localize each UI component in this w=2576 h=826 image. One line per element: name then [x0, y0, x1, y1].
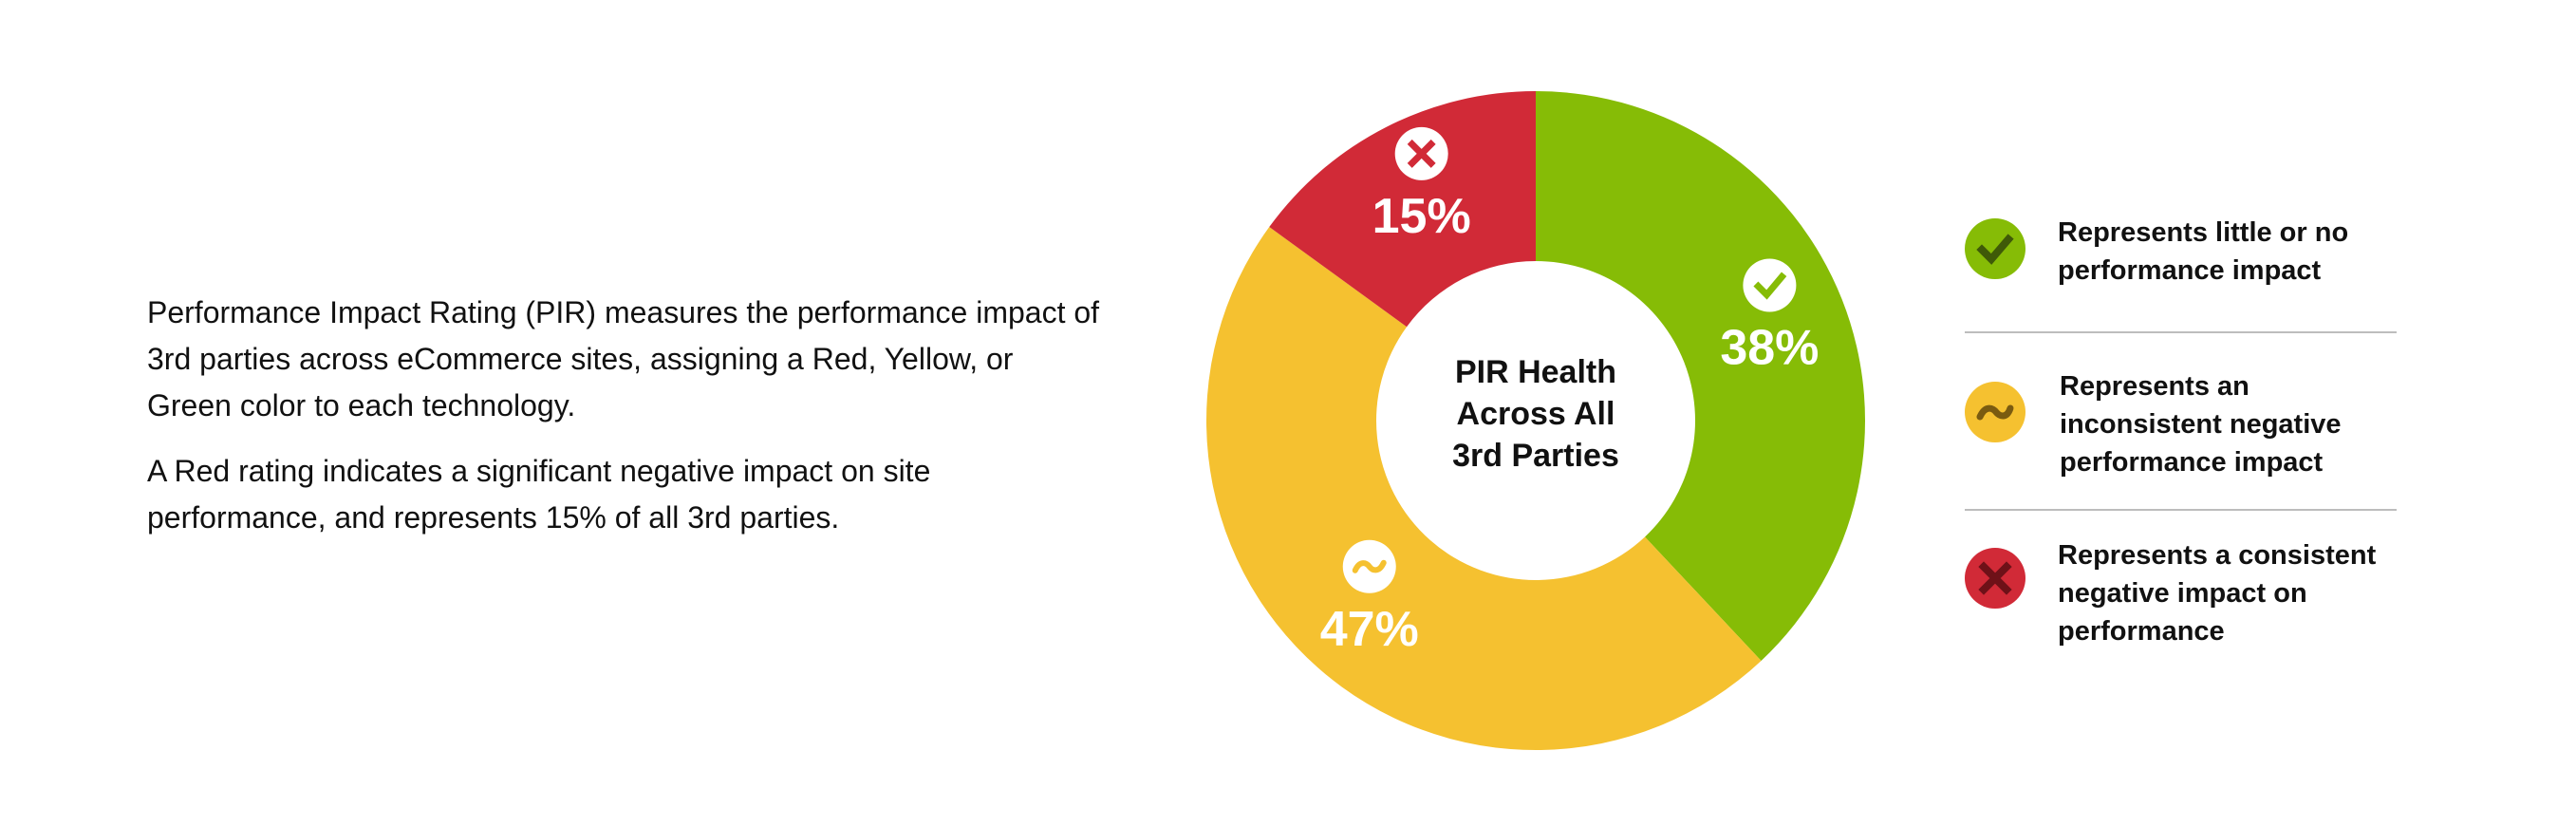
x-icon [1965, 548, 2025, 609]
chart-title-line-1: PIR Health [1455, 354, 1616, 390]
slice-label-yellow: 47% [1320, 602, 1419, 657]
donut-slice-red [1269, 91, 1536, 328]
description-paragraph-2: A Red rating indicates a significant neg… [147, 454, 931, 535]
wave-icon [1965, 382, 2025, 442]
description-paragraph-1: Performance Impact Rating (PIR) measures… [147, 295, 1100, 422]
check-icon [1965, 218, 2025, 279]
chart-title-line-3: 3rd Parties [1452, 438, 1619, 474]
donut-slice-green [1536, 91, 1865, 661]
slice-label-red: 15% [1372, 189, 1471, 244]
legend-divider-2 [1965, 509, 2397, 511]
legend-label-green: Represents little or no performance impa… [2058, 217, 2349, 286]
pir-donut-chart: 38% 47% 15% PIR Health Across All 3rd Parties [1206, 91, 1865, 750]
legend-label-red: Represents a consistent negative impact … [2058, 540, 2377, 647]
chart-title-line-2: Across All [1457, 396, 1615, 432]
legend-divider-1 [1965, 331, 2397, 333]
x-icon [1394, 126, 1448, 180]
wave-icon [1342, 539, 1396, 593]
check-icon [1743, 258, 1797, 312]
donut-slice-yellow [1206, 227, 1762, 750]
description-text: Performance Impact Rating (PIR) measures… [147, 290, 1106, 560]
legend-label-yellow: Represents an inconsistent negative perf… [2060, 371, 2342, 478]
slice-label-green: 38% [1720, 320, 1819, 375]
